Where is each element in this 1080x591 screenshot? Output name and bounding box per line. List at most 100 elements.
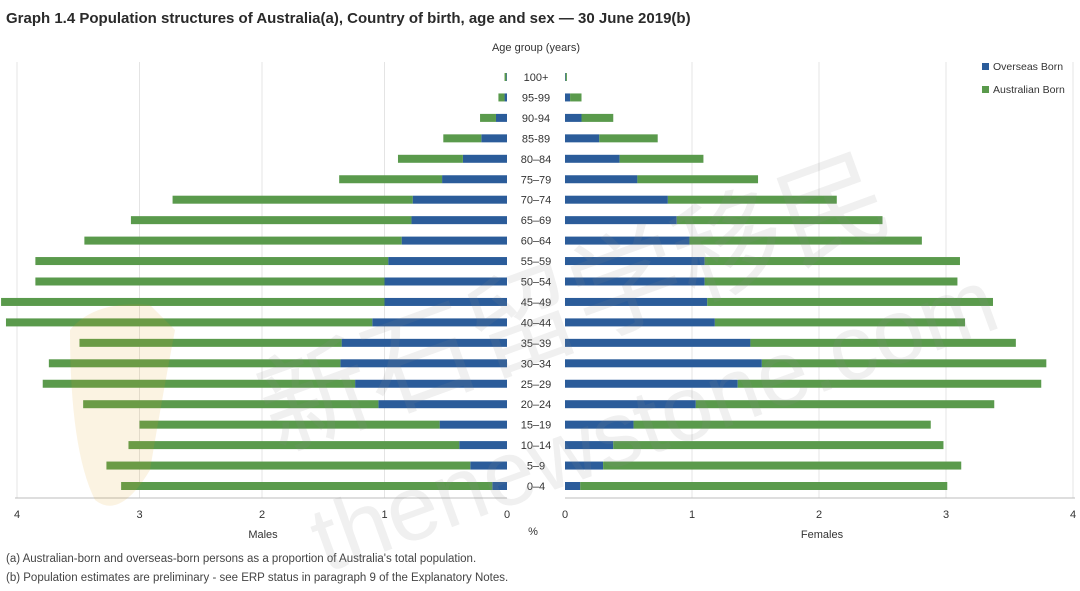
bar-females-australian bbox=[676, 216, 883, 225]
bar-males-australian bbox=[35, 257, 389, 266]
age-group-label: 75–79 bbox=[521, 174, 552, 186]
bar-females-australian bbox=[737, 379, 1042, 388]
bar-males-australian bbox=[172, 195, 413, 204]
x-tick-label-females: 1 bbox=[689, 509, 695, 521]
bar-males-overseas bbox=[459, 441, 507, 450]
bar-females-australian bbox=[704, 257, 960, 266]
legend-overseas-born-label: Overseas Born bbox=[993, 61, 1063, 73]
bar-males-overseas bbox=[372, 318, 507, 327]
bar-females-australian bbox=[667, 195, 837, 204]
bar-males-australian bbox=[339, 175, 443, 184]
bar-females-australian bbox=[695, 400, 995, 409]
age-group-label: 70–74 bbox=[521, 195, 552, 207]
bar-males-overseas bbox=[495, 113, 507, 122]
bar-females-australian bbox=[704, 277, 958, 286]
age-group-label: 55–59 bbox=[521, 256, 552, 268]
bar-males-overseas bbox=[355, 379, 507, 388]
bar-females-australian bbox=[633, 420, 931, 429]
age-group-label: 15–19 bbox=[521, 420, 552, 432]
age-group-label: 30–34 bbox=[521, 358, 552, 370]
age-group-label: 95-99 bbox=[522, 92, 550, 104]
females-label: Females bbox=[801, 529, 844, 541]
age-axis-label: Age group (years) bbox=[492, 42, 580, 54]
bar-males-overseas bbox=[504, 93, 507, 102]
age-group-label: 80–84 bbox=[521, 154, 552, 166]
age-group-label: 20–24 bbox=[521, 399, 552, 411]
bar-females-overseas bbox=[565, 359, 762, 368]
x-tick-label-females: 0 bbox=[562, 509, 568, 521]
bar-females-australian bbox=[619, 154, 704, 163]
age-group-label: 65–69 bbox=[521, 215, 552, 227]
bar-males-overseas bbox=[411, 216, 507, 225]
bar-females-overseas bbox=[565, 154, 620, 163]
bar-males-australian bbox=[480, 113, 496, 122]
x-tick-label-females: 3 bbox=[943, 509, 949, 521]
age-group-label: 5–9 bbox=[527, 461, 545, 473]
bar-males-australian bbox=[504, 73, 507, 81]
bar-females-overseas bbox=[565, 338, 751, 347]
bar-males-overseas bbox=[384, 297, 507, 306]
legend-overseas-born-swatch bbox=[982, 63, 989, 70]
bar-females-australian bbox=[637, 175, 759, 184]
bar-females-australian bbox=[707, 297, 993, 306]
bar-males-australian bbox=[498, 93, 505, 102]
bar-females-australian bbox=[570, 93, 582, 102]
bar-males-overseas bbox=[442, 175, 507, 184]
bar-females-overseas bbox=[565, 113, 582, 122]
bar-males-overseas bbox=[401, 236, 507, 245]
bar-females-overseas bbox=[565, 257, 705, 266]
bar-females-australian bbox=[581, 113, 614, 122]
bar-males-overseas bbox=[341, 338, 507, 347]
footnote-b: (b) Population estimates are preliminary… bbox=[6, 572, 509, 584]
bar-males-overseas bbox=[378, 400, 507, 409]
bar-males-overseas bbox=[388, 257, 507, 266]
bar-females-overseas bbox=[565, 420, 634, 429]
x-tick-label-males: 0 bbox=[504, 509, 510, 521]
bar-males-australian bbox=[42, 379, 356, 388]
bar-males-overseas bbox=[439, 420, 507, 429]
bar-females-overseas bbox=[565, 461, 604, 470]
x-tick-label-females: 4 bbox=[1070, 509, 1076, 521]
bar-females-overseas bbox=[565, 93, 571, 102]
bar-males-australian bbox=[128, 441, 460, 450]
bar-females-overseas bbox=[565, 236, 690, 245]
age-group-label: 45–49 bbox=[521, 297, 552, 309]
x-tick-label-males: 1 bbox=[381, 509, 387, 521]
bar-females-overseas bbox=[565, 441, 614, 450]
bar-males-australian bbox=[139, 420, 440, 429]
age-group-label: 35–39 bbox=[521, 338, 552, 350]
bar-males-australian bbox=[48, 359, 341, 368]
age-group-label: 60–64 bbox=[521, 236, 552, 248]
bar-females-australian bbox=[689, 236, 922, 245]
bar-females-overseas bbox=[565, 73, 566, 81]
bar-males-overseas bbox=[506, 73, 507, 81]
bar-males-australian bbox=[397, 154, 463, 163]
bar-males-australian bbox=[1, 297, 385, 306]
age-group-label: 100+ bbox=[524, 72, 549, 84]
bar-males-overseas bbox=[412, 195, 507, 204]
bar-females-australian bbox=[603, 461, 962, 470]
bar-males-overseas bbox=[384, 277, 507, 286]
bar-females-australian bbox=[761, 359, 1047, 368]
age-group-label: 50–54 bbox=[521, 277, 552, 289]
footnote-a: (a) Australian-born and overseas-born pe… bbox=[6, 553, 477, 565]
bar-females-overseas bbox=[565, 195, 668, 204]
bar-males-overseas bbox=[470, 461, 507, 470]
bar-males-overseas bbox=[340, 359, 507, 368]
bar-females-australian bbox=[613, 441, 944, 450]
unit-label: % bbox=[528, 526, 538, 538]
bar-females-overseas bbox=[565, 482, 581, 490]
bar-females-australian bbox=[565, 73, 567, 81]
males-label: Males bbox=[248, 529, 278, 541]
bar-males-overseas bbox=[462, 154, 507, 163]
bar-males-australian bbox=[84, 236, 402, 245]
x-tick-label-females: 2 bbox=[816, 509, 822, 521]
bar-females-overseas bbox=[565, 318, 715, 327]
x-tick-label-males: 4 bbox=[14, 509, 20, 521]
bar-females-overseas bbox=[565, 134, 600, 143]
bar-females-australian bbox=[580, 482, 948, 490]
bar-females-australian bbox=[714, 318, 966, 327]
age-group-label: 40–44 bbox=[521, 317, 552, 329]
age-group-label: 90-94 bbox=[522, 113, 550, 125]
